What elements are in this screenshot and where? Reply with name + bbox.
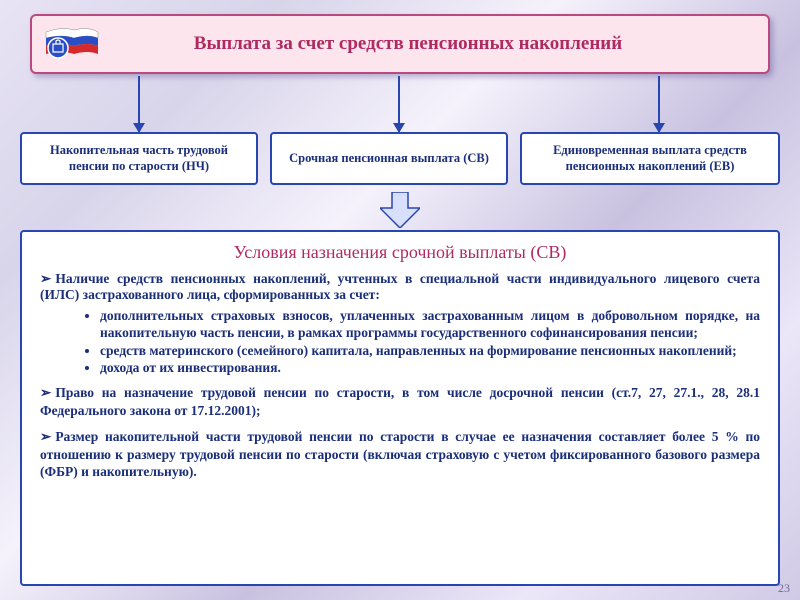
arrow-down-icon: [380, 192, 420, 228]
arrow-to-cat3-icon: [658, 76, 660, 132]
conditions-panel: Условия назначения срочной выплаты (СВ) …: [20, 230, 780, 586]
header-banner: Выплата за счет средств пенсионных накоп…: [30, 14, 770, 74]
point-2: ➢Право на назначение трудовой пенсии по …: [40, 384, 760, 420]
arrow-to-cat1-icon: [138, 76, 140, 132]
point-2-text: Право на назначение трудовой пенсии по с…: [40, 385, 760, 418]
pfr-logo-icon: [44, 24, 100, 64]
point-3: ➢Размер накопительной части трудовой пен…: [40, 428, 760, 481]
sub-bullet-1: дополнительных страховых взносов, уплаче…: [100, 307, 760, 342]
category-nch: Накопительная часть трудовой пенсии по с…: [20, 132, 258, 185]
panel-title: Условия назначения срочной выплаты (СВ): [40, 242, 760, 263]
page-number: 23: [778, 581, 790, 596]
sub-bullet-2: средств материнского (семейного) капитал…: [100, 342, 760, 359]
category-row: Накопительная часть трудовой пенсии по с…: [20, 132, 780, 185]
point-3-text: Размер накопительной части трудовой пенс…: [40, 429, 760, 480]
header-title: Выплата за счет средств пенсионных накоп…: [110, 33, 756, 55]
category-sv: Срочная пенсионная выплата (СВ): [270, 132, 508, 185]
arrow-to-cat2-icon: [398, 76, 400, 132]
sub-bullet-3: дохода от их инвестирования.: [100, 359, 760, 376]
sub-bullet-list: дополнительных страховых взносов, уплаче…: [100, 307, 760, 376]
category-ev: Единовременная выплата средств пенсионны…: [520, 132, 780, 185]
lead-paragraph: ➢Наличие средств пенсионных накоплений, …: [40, 271, 760, 303]
lead-text: Наличие средств пенсионных накоплений, у…: [40, 271, 760, 302]
